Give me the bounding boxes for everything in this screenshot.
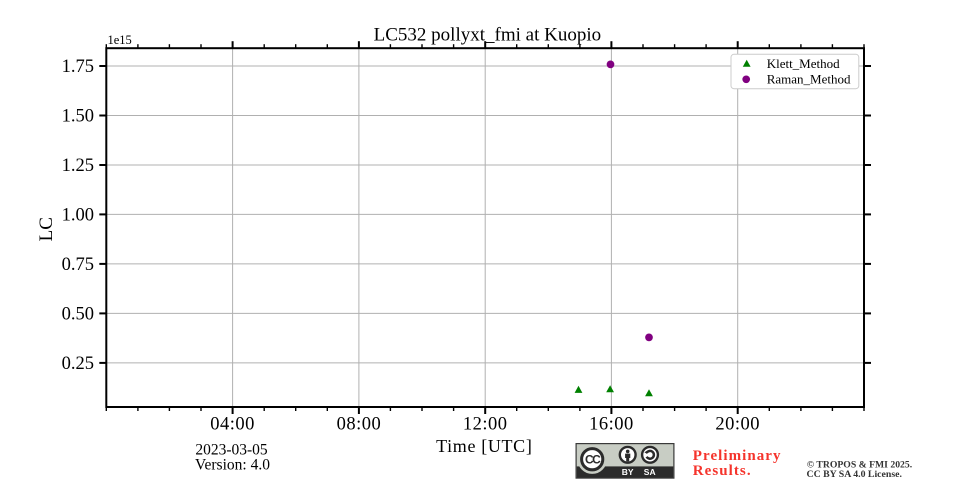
svg-text:LC532 pollyxt_fmi at Kuopio: LC532 pollyxt_fmi at Kuopio — [374, 25, 601, 46]
svg-text:08:00: 08:00 — [337, 415, 382, 435]
svg-text:1e15: 1e15 — [108, 33, 132, 47]
svg-text:BY: BY — [622, 467, 634, 477]
svg-text:Time [UTC]: Time [UTC] — [436, 436, 532, 456]
svg-text:0.50: 0.50 — [62, 305, 94, 325]
svg-text:0.75: 0.75 — [62, 255, 94, 275]
svg-text:12:00: 12:00 — [463, 415, 508, 435]
svg-text:CC: CC — [585, 453, 601, 467]
svg-text:04:00: 04:00 — [210, 415, 255, 435]
svg-text:CC BY SA 4.0 License.: CC BY SA 4.0 License. — [807, 469, 903, 480]
svg-text:LC: LC — [36, 217, 57, 241]
svg-text:2023-03-05: 2023-03-05 — [195, 442, 268, 459]
svg-text:Klett_Method: Klett_Method — [767, 56, 840, 71]
svg-text:1.75: 1.75 — [62, 57, 94, 77]
svg-text:1.50: 1.50 — [62, 107, 94, 127]
svg-text:Version: 4.0: Version: 4.0 — [195, 457, 270, 474]
svg-text:Results.: Results. — [693, 463, 752, 479]
svg-text:Preliminary: Preliminary — [693, 448, 782, 464]
svg-text:20:00: 20:00 — [715, 415, 760, 435]
svg-text:SA: SA — [644, 467, 656, 477]
svg-text:0.25: 0.25 — [62, 354, 94, 374]
svg-text:© TROPOS & FMI 2025.: © TROPOS & FMI 2025. — [807, 460, 912, 471]
svg-text:1.00: 1.00 — [62, 206, 94, 226]
svg-text:1.25: 1.25 — [62, 156, 94, 176]
svg-text:16:00: 16:00 — [589, 415, 634, 435]
svg-text:Raman_Method: Raman_Method — [767, 72, 851, 87]
